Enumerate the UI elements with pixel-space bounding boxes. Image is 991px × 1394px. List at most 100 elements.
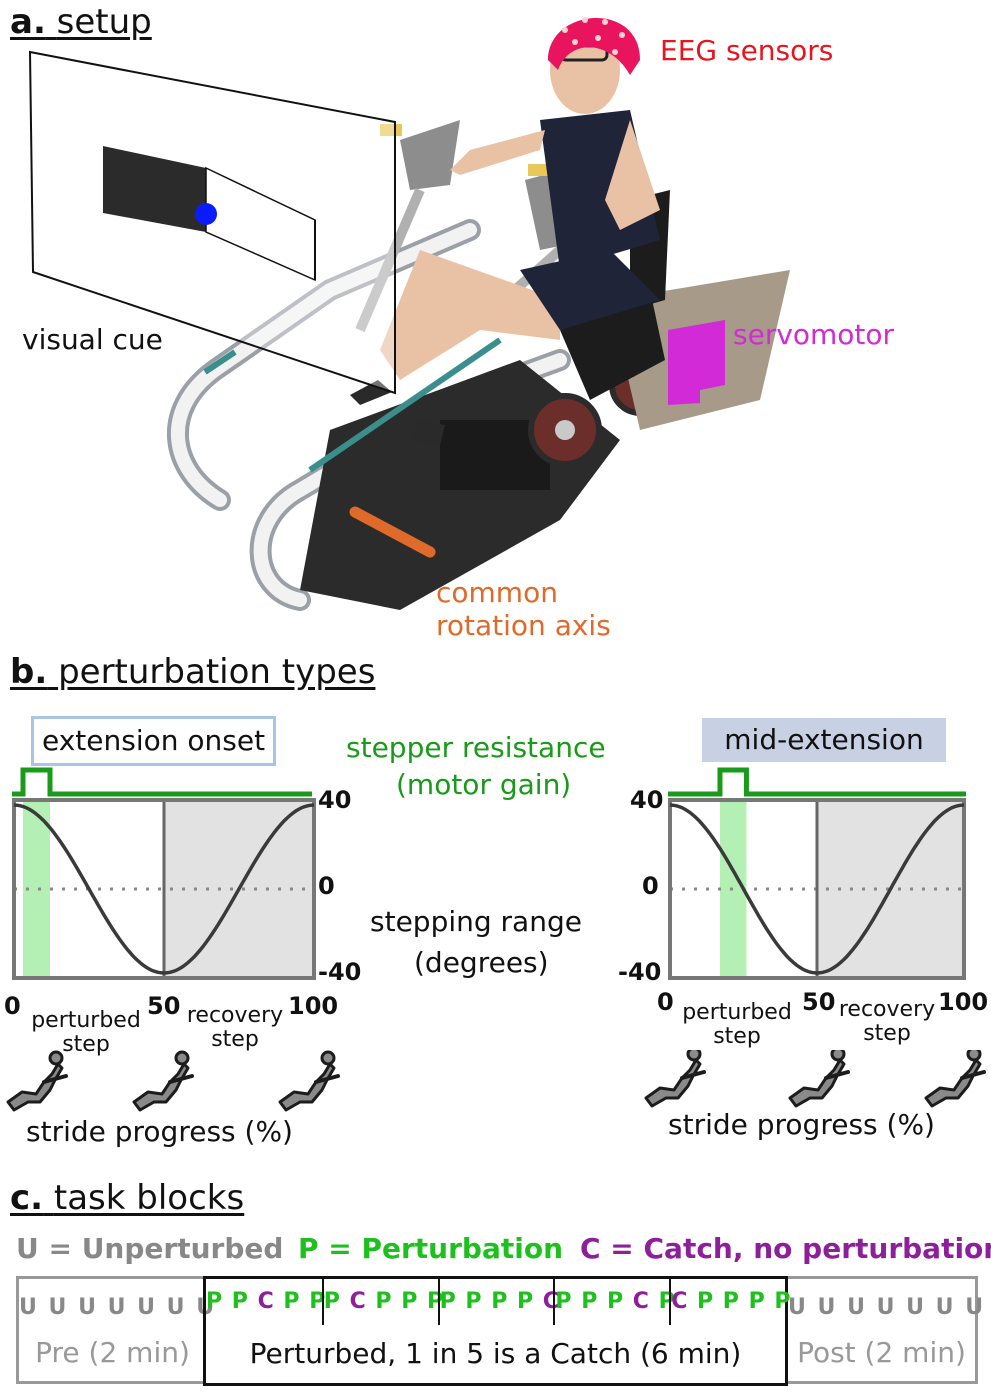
- right-perturbed-line1: perturbed: [682, 1000, 792, 1025]
- block-post: U U U U U U U Post (2 min): [788, 1276, 983, 1384]
- pre-unperturbed-mark: U: [19, 1295, 49, 1320]
- post-sequence: U U U U U U U: [788, 1295, 983, 1320]
- perturbed-perturbation-mark: P: [323, 1289, 350, 1314]
- right-ytick-40: 40: [630, 786, 664, 814]
- left-motor-gain-trace: [12, 767, 312, 797]
- perturbed-catch-mark: C: [257, 1289, 284, 1314]
- perturbed-label: Perturbed, 1 in 5 is a Catch (6 min): [249, 1337, 742, 1370]
- left-recovery-line2: step: [211, 1027, 259, 1053]
- cue-dot: [195, 203, 217, 225]
- right-motor-gain-trace: [668, 767, 966, 797]
- range-label-line1: stepping range: [370, 905, 582, 938]
- perturbed-perturbation-mark: P: [555, 1289, 582, 1314]
- pre-unperturbed-mark: U: [166, 1295, 197, 1320]
- left-recovery-line1: recovery: [186, 1003, 284, 1028]
- left-xlabel: stride progress (%): [26, 1115, 293, 1148]
- perturbed-perturbation-mark: P: [774, 1289, 792, 1314]
- block-pre: U U U U U U U Pre (2 min): [16, 1276, 214, 1384]
- left-perturbed-step-label: perturbed step: [27, 1008, 145, 1057]
- perturbed-perturbation-mark: P: [283, 1289, 310, 1314]
- right-frame: [668, 798, 966, 980]
- left-frame: [12, 798, 316, 980]
- left-recovery-step-label: recovery step: [180, 1003, 290, 1053]
- right-recovery-step-label: recovery step: [833, 997, 941, 1047]
- right-perturbed-step-label: perturbed step: [678, 1000, 796, 1050]
- perturbed-perturbation-mark: P: [439, 1289, 466, 1314]
- post-unperturbed-mark: U: [847, 1295, 877, 1320]
- legend-unperturbed: U = Unperturbed: [16, 1232, 284, 1265]
- left-xtick-50: 50: [147, 992, 181, 1020]
- left-perturbed-line1: perturbed: [31, 1008, 141, 1033]
- posture-icon-left-100: [278, 1050, 340, 1112]
- section-a-title-text: setup: [56, 2, 152, 42]
- eeg-cap: [548, 17, 640, 75]
- post-unperturbed-mark: U: [817, 1295, 848, 1320]
- perturbed-perturbation-mark: P: [401, 1289, 427, 1314]
- left-ytick-minus40: -40: [318, 958, 362, 986]
- perturbed-perturbation-mark: P: [491, 1289, 517, 1314]
- perturbed-group-1: P C P P P: [321, 1279, 443, 1325]
- pre-unperturbed-mark: U: [48, 1295, 79, 1320]
- section-b-letter: b.: [10, 652, 48, 692]
- stepping-plot-left: [12, 767, 316, 980]
- posture-icon-right-0: [644, 1050, 706, 1108]
- right-recovery-line2: step: [863, 1021, 911, 1047]
- section-b-title: b. perturbation types: [10, 652, 375, 692]
- left-ytick-40: 40: [318, 786, 352, 814]
- right-perturbed-line2: step: [713, 1024, 761, 1050]
- perturbed-group-4: C P P P P: [669, 1279, 791, 1325]
- resistance-label-line1: stepper resistance: [346, 731, 606, 764]
- post-unperturbed-mark: U: [935, 1295, 966, 1320]
- right-xtick-100: 100: [938, 988, 989, 1016]
- pre-unperturbed-mark: U: [107, 1295, 138, 1320]
- perturbed-perturbation-mark: P: [748, 1289, 775, 1314]
- legend-catch: C = Catch, no perturbation: [580, 1232, 991, 1265]
- section-c-title-text: task blocks: [53, 1178, 245, 1218]
- left-ytick-0: 0: [318, 872, 335, 900]
- stepping-plot-right: [668, 767, 966, 980]
- posture-icon-left-0: [6, 1050, 68, 1112]
- axis-label-line2: rotation axis: [436, 609, 611, 642]
- perturbed-group-3: P P P C P: [553, 1279, 675, 1325]
- rotation-axis-bar: [349, 506, 436, 558]
- badge-mid-extension: mid-extension: [702, 718, 946, 762]
- axis-label-line1: common: [436, 576, 558, 609]
- perturbed-perturbation-mark: P: [697, 1289, 723, 1314]
- setup-illustration: [28, 17, 790, 611]
- perturbed-perturbation-mark: P: [516, 1289, 543, 1314]
- section-a-title: a. setup: [10, 2, 152, 42]
- visual-cue-screen: [28, 50, 396, 395]
- left-xtick-0: 0: [4, 992, 21, 1020]
- section-c-letter: c.: [10, 1178, 44, 1218]
- right-xtick-0: 0: [657, 988, 674, 1016]
- pre-unperturbed-mark: U: [78, 1295, 108, 1320]
- left-angle-curve: [13, 803, 315, 975]
- posture-icon-left-50: [132, 1050, 194, 1112]
- section-b-title-text: perturbation types: [58, 652, 376, 692]
- eeg-sensors-label: EEG sensors: [660, 34, 834, 67]
- posture-icon-right-100: [924, 1050, 986, 1108]
- perturbed-perturbation-mark: P: [606, 1289, 633, 1314]
- post-unperturbed-mark: U: [788, 1295, 818, 1320]
- servomotor-block: [668, 320, 725, 405]
- left-xtick-100: 100: [288, 992, 339, 1020]
- badge-mid-extension-text: mid-extension: [724, 723, 924, 756]
- perturbed-perturbation-mark: P: [309, 1289, 327, 1314]
- section-c-title: c. task blocks: [10, 1178, 244, 1218]
- section-a-letter: a.: [10, 2, 46, 42]
- perturbed-catch-mark: C: [349, 1289, 376, 1314]
- posture-icon-right-50: [788, 1050, 850, 1108]
- pre-unperturbed-mark: U: [137, 1295, 167, 1320]
- legend-perturbation: P = Perturbation: [298, 1232, 564, 1265]
- pre-label: Pre (2 min): [35, 1336, 190, 1369]
- right-xtick-50: 50: [802, 988, 836, 1016]
- perturbed-catch-mark: C: [671, 1289, 697, 1314]
- perturbed-perturbation-mark: P: [375, 1289, 402, 1314]
- right-xlabel: stride progress (%): [668, 1108, 935, 1141]
- right-recovery-line1: recovery: [838, 997, 936, 1022]
- resistance-label-line2: (motor gain): [396, 768, 572, 801]
- post-unperturbed-mark: U: [965, 1295, 986, 1320]
- badge-extension-onset-text: extension onset: [42, 724, 266, 757]
